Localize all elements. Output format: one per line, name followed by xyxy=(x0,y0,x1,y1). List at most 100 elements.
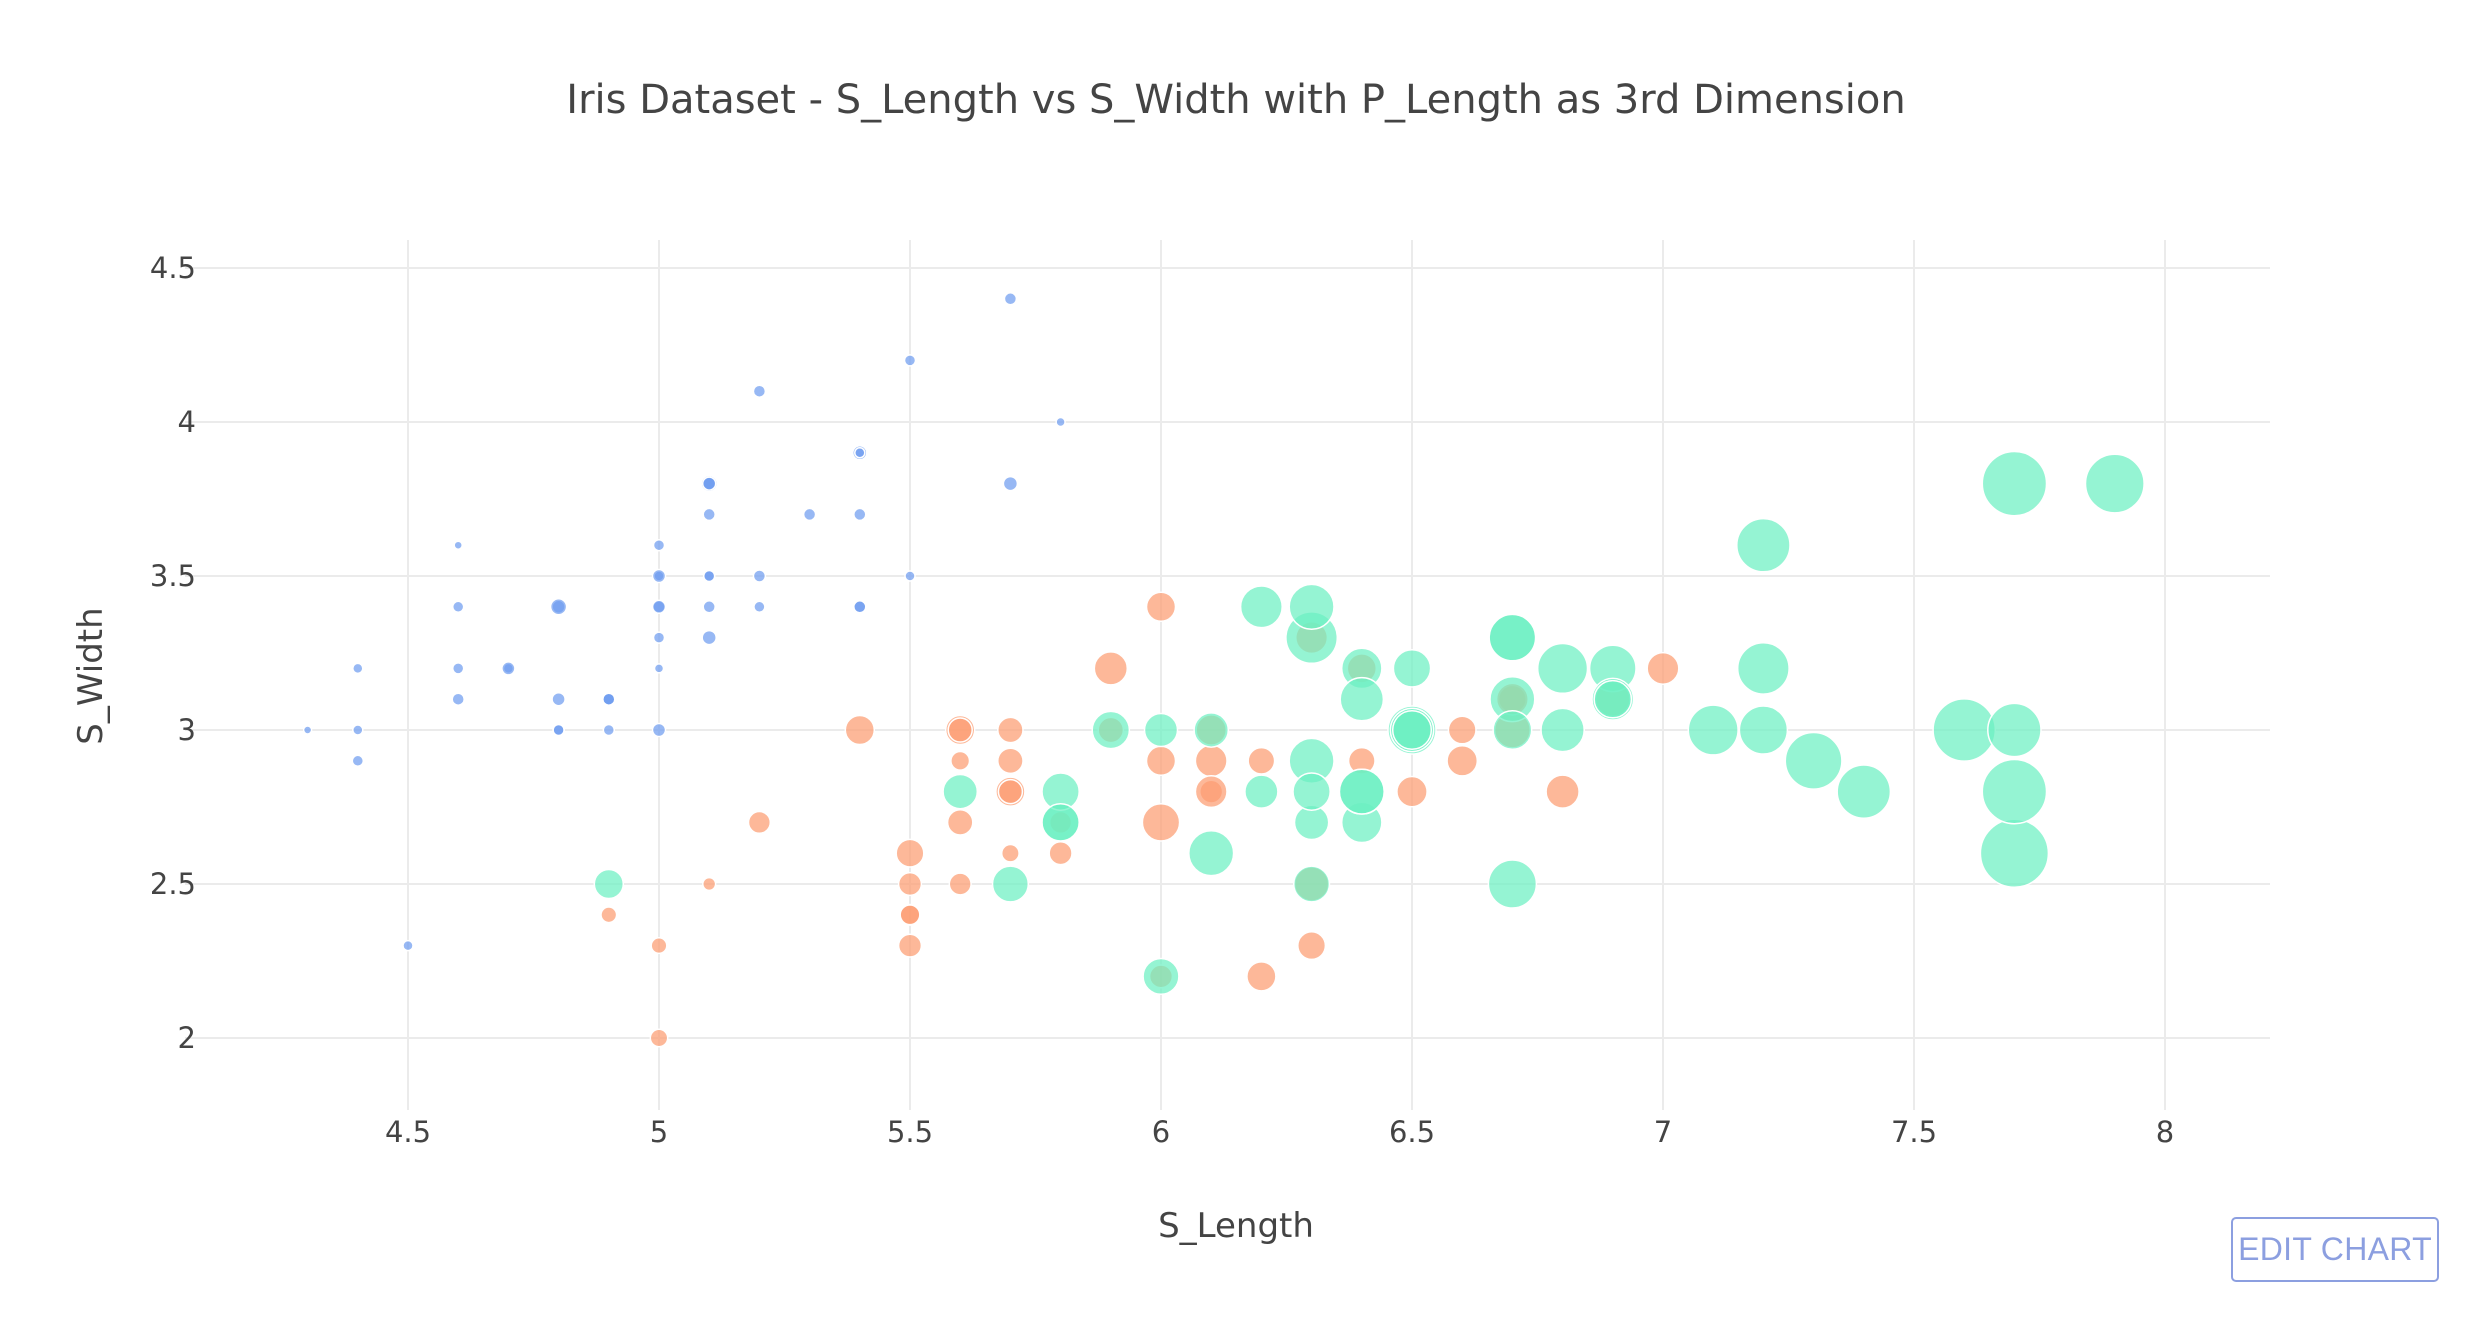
scatter-point xyxy=(854,447,866,459)
scatter-point xyxy=(593,868,625,900)
scatter-point xyxy=(752,569,767,583)
scatter-point xyxy=(652,538,666,552)
scatter-point xyxy=(402,939,414,952)
scatter-point xyxy=(1391,709,1433,751)
scatter-point xyxy=(702,569,716,583)
scatter-point xyxy=(1447,715,1477,745)
scatter-point xyxy=(753,600,766,614)
scatter-point xyxy=(1194,744,1228,778)
scatter-point xyxy=(1932,698,1997,762)
scatter-point xyxy=(1246,961,1277,992)
scatter-point xyxy=(1540,707,1585,753)
axes: 4.5 5 5.5 6 6.5 7 7.5 8 2 2.5 3 3.5 4 4.5 xyxy=(150,251,2174,1149)
scatter-point xyxy=(903,354,917,367)
scatter-point xyxy=(1736,517,1791,573)
scatter-point xyxy=(649,1028,669,1048)
y-tick-label: 3.5 xyxy=(150,559,196,593)
scatter-point xyxy=(501,661,516,676)
x-tick-label: 7 xyxy=(1654,1115,1672,1149)
scatter-point xyxy=(1646,651,1680,685)
scatter-point xyxy=(551,691,566,707)
scatter-point xyxy=(1981,758,2048,825)
scatter-point xyxy=(702,876,717,892)
scatter-point xyxy=(1292,772,1331,811)
scatter-point xyxy=(1145,745,1177,777)
scatter-point xyxy=(991,865,1030,903)
scatter-point xyxy=(352,724,364,736)
scatter-point xyxy=(997,747,1024,775)
scatter-point xyxy=(602,692,616,706)
scatter-point xyxy=(1000,843,1020,863)
y-tick-label: 3 xyxy=(178,713,196,747)
scatter-point xyxy=(1041,803,1080,842)
scatter-point xyxy=(948,872,972,896)
scatter-point xyxy=(1487,859,1538,909)
scatter-point xyxy=(651,722,667,738)
scatter-point xyxy=(1492,709,1533,751)
scatter-point xyxy=(853,600,867,614)
scatter-point xyxy=(1292,865,1331,903)
x-tick-label: 7.5 xyxy=(1891,1115,1937,1149)
scatter-point xyxy=(947,717,973,743)
y-tick-label: 2.5 xyxy=(150,867,196,901)
scatter-point xyxy=(602,723,616,737)
scatter-point xyxy=(653,663,665,674)
scatter-point xyxy=(1244,774,1279,809)
scatter-point xyxy=(844,714,876,746)
scatter-point xyxy=(1239,585,1283,629)
scatter-point xyxy=(1396,775,1428,808)
scatter-point xyxy=(552,723,565,737)
scatter-point xyxy=(1784,731,1843,790)
scatter-point xyxy=(997,778,1024,805)
scatter-point xyxy=(1545,774,1580,809)
scatter-point xyxy=(897,871,923,897)
scatter-point xyxy=(1194,775,1228,809)
scatter-point xyxy=(1687,704,1739,756)
scatter-point xyxy=(942,773,979,810)
scatter-point xyxy=(453,540,463,550)
edit-chart-button[interactable]: EDIT CHART xyxy=(2231,1217,2439,1282)
x-tick-label: 5.5 xyxy=(887,1115,933,1149)
scatter-point xyxy=(747,810,772,835)
scatter-point xyxy=(899,904,921,926)
scatter-point xyxy=(1141,803,1181,842)
scatter-point xyxy=(1093,651,1129,686)
scatter-point xyxy=(701,476,717,491)
scatter-point xyxy=(1836,764,1892,819)
chart-title: Iris Dataset - S_Length vs S_Width with … xyxy=(566,77,1905,123)
scatter-point xyxy=(1738,705,1789,755)
scatter-point xyxy=(1736,641,1790,695)
scatter-point xyxy=(1003,292,1018,306)
scatter-point xyxy=(651,599,667,615)
x-tick-label: 5 xyxy=(650,1115,668,1149)
scatter-point xyxy=(1987,702,2042,758)
scatter-point xyxy=(1488,613,1537,662)
scatter-point xyxy=(1145,591,1177,623)
x-tick-label: 6 xyxy=(1152,1115,1170,1149)
scatter-point xyxy=(1979,818,2050,888)
scatter-point xyxy=(302,725,313,735)
scatter-point xyxy=(1188,830,1235,877)
y-tick-label: 2 xyxy=(178,1021,196,1055)
scatter-point xyxy=(650,937,668,955)
y-tick-label: 4.5 xyxy=(150,251,196,285)
scatter-point xyxy=(946,809,974,836)
scatter-point xyxy=(1048,841,1073,866)
scatter-point xyxy=(1002,475,1019,492)
scatter-point xyxy=(997,716,1024,744)
scatter-point xyxy=(1536,642,1589,695)
scatter-point xyxy=(1193,712,1230,748)
scatter-point xyxy=(1055,416,1066,428)
scatter-point xyxy=(451,662,465,675)
scatter-point xyxy=(752,384,767,398)
scatter-point xyxy=(1247,746,1276,775)
x-tick-label: 6.5 xyxy=(1389,1115,1435,1149)
scatter-point xyxy=(549,598,568,616)
scatter-point xyxy=(1091,710,1131,750)
scatter-point xyxy=(2084,453,2145,514)
grid-lines xyxy=(185,240,2270,1110)
scatter-point xyxy=(351,754,365,768)
x-tick-label: 4.5 xyxy=(385,1115,431,1149)
